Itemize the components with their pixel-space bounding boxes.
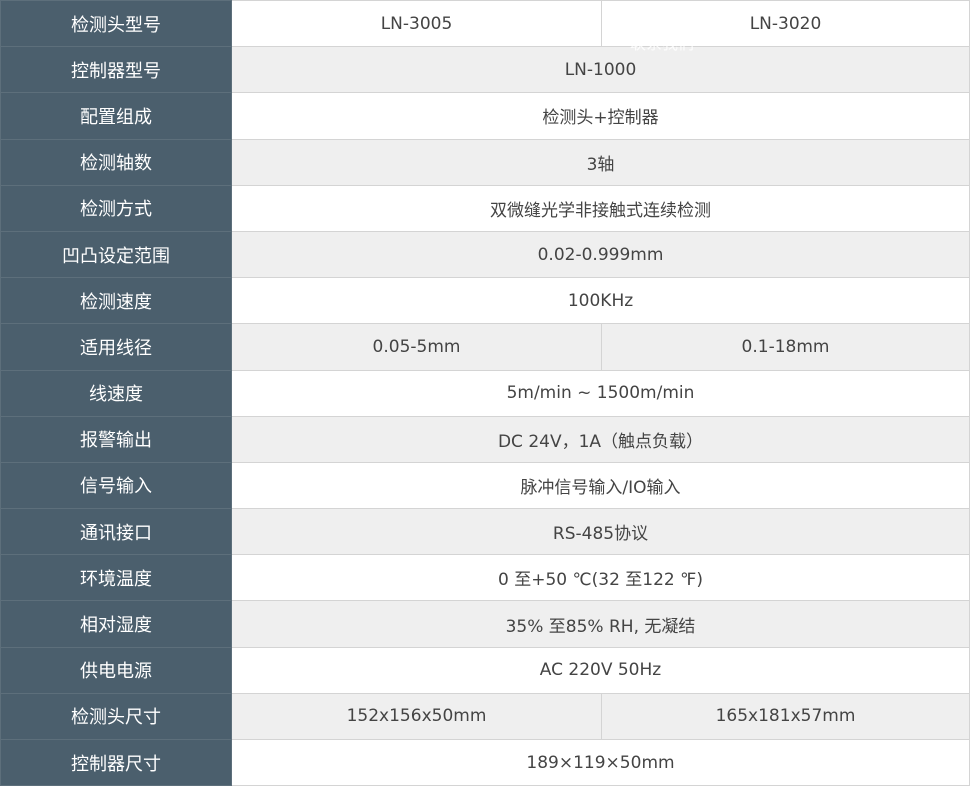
table-row: 控制器型号 LN-1000 (0, 46, 970, 94)
table-row: 线速度 5m/min ~ 1500m/min (0, 369, 970, 417)
row-value: 0.05-5mm (231, 323, 602, 371)
table-row: 检测速度 100KHz (0, 277, 970, 325)
row-value: 0.1-18mm (601, 323, 970, 371)
row-label: 控制器尺寸 (0, 738, 232, 787)
row-value: LN-3020 (601, 0, 970, 48)
table-row: 适用线径 0.05-5mm 0.1-18mm (0, 323, 970, 371)
table-row: 检测头尺寸 152x156x50mm 165x181x57mm (0, 692, 970, 741)
row-label: 检测头尺寸 (0, 692, 232, 741)
row-label: 凹凸设定范围 (0, 230, 232, 279)
row-value: 0 至+50 ℃(32 至122 ℉) (231, 554, 970, 602)
row-value: LN-1000 (231, 46, 970, 94)
row-value: 5m/min ~ 1500m/min (231, 369, 970, 417)
row-value: 0.02-0.999mm (231, 230, 970, 279)
row-value: 双微缝光学非接触式连续检测 (231, 184, 970, 232)
table-row: 相对湿度 35% 至85% RH, 无凝结 (0, 600, 970, 648)
table-row: 控制器尺寸 189×119×50mm (0, 738, 970, 787)
table-row: 凹凸设定范围 0.02-0.999mm (0, 230, 970, 279)
row-label: 检测方式 (0, 184, 232, 232)
row-value: 检测头+控制器 (231, 92, 970, 140)
row-label: 线速度 (0, 369, 232, 417)
row-value: 35% 至85% RH, 无凝结 (231, 600, 970, 648)
row-label: 适用线径 (0, 323, 232, 371)
table-row: 检测轴数 3轴 (0, 138, 970, 186)
row-value: LN-3005 (231, 0, 602, 48)
row-value: 152x156x50mm (231, 692, 602, 741)
row-label: 供电电源 (0, 646, 232, 694)
row-value: 165x181x57mm (601, 692, 970, 741)
table-row: 环境温度 0 至+50 ℃(32 至122 ℉) (0, 554, 970, 602)
row-label: 通讯接口 (0, 508, 232, 556)
row-label: 检测轴数 (0, 138, 232, 186)
row-label: 检测速度 (0, 277, 232, 325)
table-row: 检测方式 双微缝光学非接触式连续检测 (0, 184, 970, 232)
row-label: 相对湿度 (0, 600, 232, 648)
row-value: AC 220V 50Hz (231, 646, 970, 694)
row-value: 189×119×50mm (231, 738, 970, 787)
row-label: 配置组成 (0, 92, 232, 140)
row-value: 3轴 (231, 138, 970, 186)
row-label: 信号输入 (0, 461, 232, 510)
row-label: 报警输出 (0, 415, 232, 463)
row-value: RS-485协议 (231, 508, 970, 556)
row-label: 控制器型号 (0, 46, 232, 94)
table-row: 报警输出 DC 24V，1A（触点负载） (0, 415, 970, 463)
table-row: 配置组成 检测头+控制器 (0, 92, 970, 140)
row-value: 脉冲信号输入/IO输入 (231, 461, 970, 510)
row-label: 检测头型号 (0, 0, 232, 48)
row-value: 100KHz (231, 277, 970, 325)
table-row: 供电电源 AC 220V 50Hz (0, 646, 970, 694)
row-label: 环境温度 (0, 554, 232, 602)
table-row: 信号输入 脉冲信号输入/IO输入 (0, 461, 970, 510)
table-row: 检测头型号 LN-3005 LN-3020 (0, 0, 970, 48)
table-row: 通讯接口 RS-485协议 (0, 508, 970, 556)
row-value: DC 24V，1A（触点负载） (231, 415, 970, 463)
